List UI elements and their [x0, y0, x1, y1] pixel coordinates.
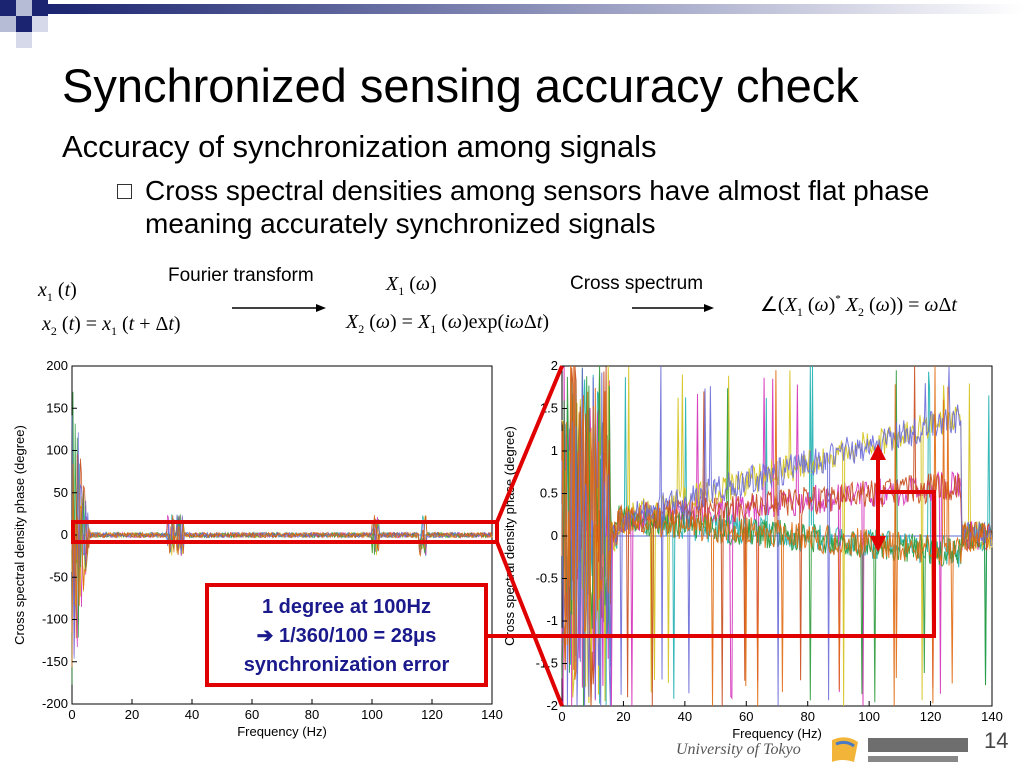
- cross-spectrum-label: Cross spectrum: [570, 273, 704, 294]
- x-axis-label: Frequency (Hz): [732, 726, 822, 741]
- y-tick-label: -0.5: [536, 571, 558, 586]
- eq-x2t: x2 (t) = x1 (t + Δt): [41, 313, 181, 338]
- y-tick-label: 150: [46, 400, 68, 415]
- callout-line1: 1 degree at 100Hz: [262, 596, 431, 618]
- zoom-highlight-box: [71, 520, 499, 544]
- range-arrow-up-icon: [870, 444, 886, 460]
- university-logo: [832, 737, 968, 762]
- x-tick-label: 120: [421, 707, 443, 722]
- series-trace-7: [561, 365, 993, 707]
- x-tick-label: 60: [739, 709, 753, 724]
- footer-university: University of Tokyo: [676, 741, 801, 758]
- zoom-line-top: [495, 365, 564, 523]
- eq-X2w: X2 (ω) = X1 (ω)exp(iωΔt): [345, 311, 549, 336]
- y-tick-label: -2: [546, 698, 558, 713]
- y-tick-label: 2: [551, 358, 558, 373]
- callout-line2-text: 1/360/100 = 28μs: [278, 625, 437, 647]
- y-axis-label: Cross spectral density phase (degree): [502, 426, 517, 646]
- y-tick-label: 200: [46, 358, 68, 373]
- phase-charts: 0 20 40 60 80 100 120 140200150100500-50-100-15…: [12, 358, 1003, 741]
- range-arrow-down-icon: [870, 536, 886, 552]
- bullet-text: Cross spectral densities among sensors h…: [145, 175, 930, 239]
- x-tick-label: 80: [305, 707, 319, 722]
- eq-X1w: X1 (ω): [385, 273, 437, 298]
- sync-error-callout: 1 degree at 100Hz ➔ 1/360/100 = 28μs syn…: [205, 583, 488, 687]
- y-tick-label: -200: [42, 696, 68, 711]
- y-tick-label: -150: [42, 654, 68, 669]
- eq-x1t: x1 (t): [37, 279, 77, 304]
- x-tick-label: 100: [858, 709, 880, 724]
- y-tick-label: 1: [551, 443, 558, 458]
- y-tick-label: -100: [42, 612, 68, 627]
- y-tick-label: -1: [546, 613, 558, 628]
- y-tick-label: 100: [46, 443, 68, 458]
- y-tick-label: 50: [54, 485, 68, 500]
- x-tick-label: 80: [800, 709, 814, 724]
- x-tick-label: 140: [481, 707, 503, 722]
- x-tick-label: 20: [125, 707, 139, 722]
- y-tick-label: 0: [551, 528, 558, 543]
- x-tick-label: 20: [616, 709, 630, 724]
- y-axis-label: Cross spectral density phase (degree): [12, 425, 27, 645]
- x-tick-label: 100: [361, 707, 383, 722]
- header-decoration: [0, 0, 1024, 48]
- y-tick-label: 0.5: [540, 486, 558, 501]
- page-number: 14: [984, 728, 1009, 753]
- x-tick-label: 40: [185, 707, 199, 722]
- x-tick-label: 140: [981, 709, 1003, 724]
- y-tick-label: 0: [61, 527, 68, 542]
- bullet-marker: [117, 184, 132, 199]
- x-tick-label: 120: [920, 709, 942, 724]
- arrow-icon: ➔: [256, 625, 274, 647]
- series-trace-7: [71, 463, 493, 668]
- x-tick-label: 0: [68, 707, 75, 722]
- x-axis-label: Frequency (Hz): [237, 724, 327, 739]
- connector-line: [488, 490, 936, 638]
- fourier-transform-label: Fourier transform: [168, 265, 314, 286]
- x-tick-label: 0: [558, 709, 565, 724]
- callout-line3: synchronization error: [243, 654, 450, 676]
- slide-title: Synchronized sensing accuracy check: [62, 59, 859, 112]
- equation-diagram: x1 (t) x2 (t) = x1 (t + Δt) X1 (ω) X2 (ω…: [37, 273, 957, 338]
- callout-line2: ➔ 1/360/100 = 28μs: [209, 622, 484, 651]
- zoom-line-bottom: [495, 541, 564, 707]
- slide-subtitle: Accuracy of synchronization among signal…: [62, 129, 657, 164]
- y-tick-label: -50: [49, 569, 68, 584]
- eq-cross: ∠(X1 (ω)* X2 (ω)) = ωΔt: [760, 293, 957, 319]
- x-tick-label: 40: [678, 709, 692, 724]
- x-tick-label: 60: [245, 707, 259, 722]
